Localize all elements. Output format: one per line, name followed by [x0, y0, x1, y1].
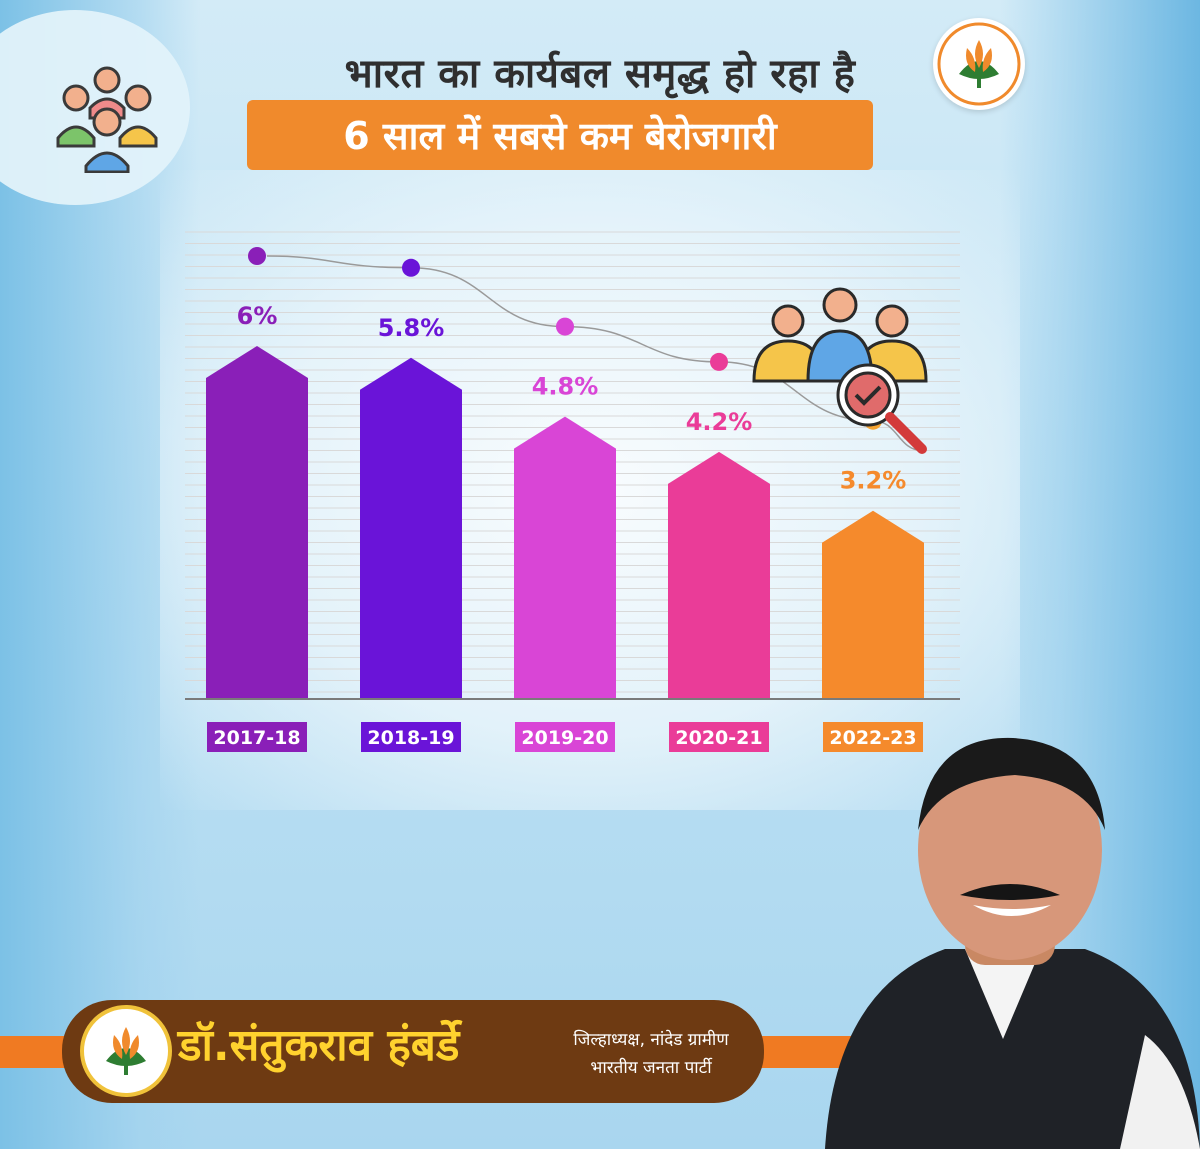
trend-dot — [402, 258, 420, 277]
bar-2022-23 — [822, 510, 924, 699]
page-title: भारत का कार्यबल समृद्ध हो रहा है — [344, 51, 856, 97]
leader-role: जिल्हाध्यक्ष, नांदेड ग्रामीण भारतीय जनता… — [546, 1026, 756, 1082]
leader-role-line2: भारतीय जनता पार्टी — [590, 1058, 712, 1078]
category-label: 2020-21 — [675, 727, 762, 749]
workforce-search-icon — [752, 287, 928, 454]
leader-name: डॉ.संतुकराव हंबर्डे — [178, 1020, 460, 1071]
category-label: 2017-18 — [213, 727, 300, 749]
bar-value-label: 4.2% — [686, 408, 753, 436]
bar-value-label: 3.2% — [840, 467, 907, 495]
category-label: 2019-20 — [521, 727, 608, 749]
people-group-icon — [56, 66, 158, 173]
category-tag — [823, 722, 923, 752]
leader-role-line1: जिल्हाध्यक्ष, नांदेड ग्रामीण — [573, 1030, 729, 1050]
bar-2019-20 — [514, 416, 616, 699]
bar-value-label: 5.8% — [378, 314, 445, 342]
category-tag — [207, 722, 307, 752]
leader-photo — [825, 737, 1200, 1149]
category-tag — [669, 722, 769, 752]
category-tag — [361, 722, 461, 752]
bar-value-label: 4.8% — [532, 373, 599, 401]
bar-value-label: 6% — [237, 302, 278, 330]
trend-dot — [556, 317, 574, 336]
bar-chart: 6% 2017-18 5.8% 2018-19 4.8% 2019-20 4.2% 2020-… — [185, 231, 960, 752]
bar-2018-19 — [360, 357, 462, 699]
bjp-lotus-logo-small — [80, 1005, 172, 1097]
trend-dot — [248, 247, 266, 265]
category-label: 2022-23 — [829, 727, 916, 749]
name-banner — [62, 1000, 764, 1103]
bjp-lotus-logo — [933, 18, 1025, 110]
subtitle-banner: 6 साल में सबसे कम बेरोजगारी — [247, 100, 873, 170]
trend-dot — [710, 352, 728, 371]
subtitle-text: 6 साल में सबसे कम बेरोजगारी — [343, 114, 777, 158]
category-tag — [515, 722, 615, 752]
category-label: 2018-19 — [367, 727, 454, 749]
bar-2017-18 — [206, 346, 308, 699]
bar-2020-21 — [668, 451, 770, 699]
